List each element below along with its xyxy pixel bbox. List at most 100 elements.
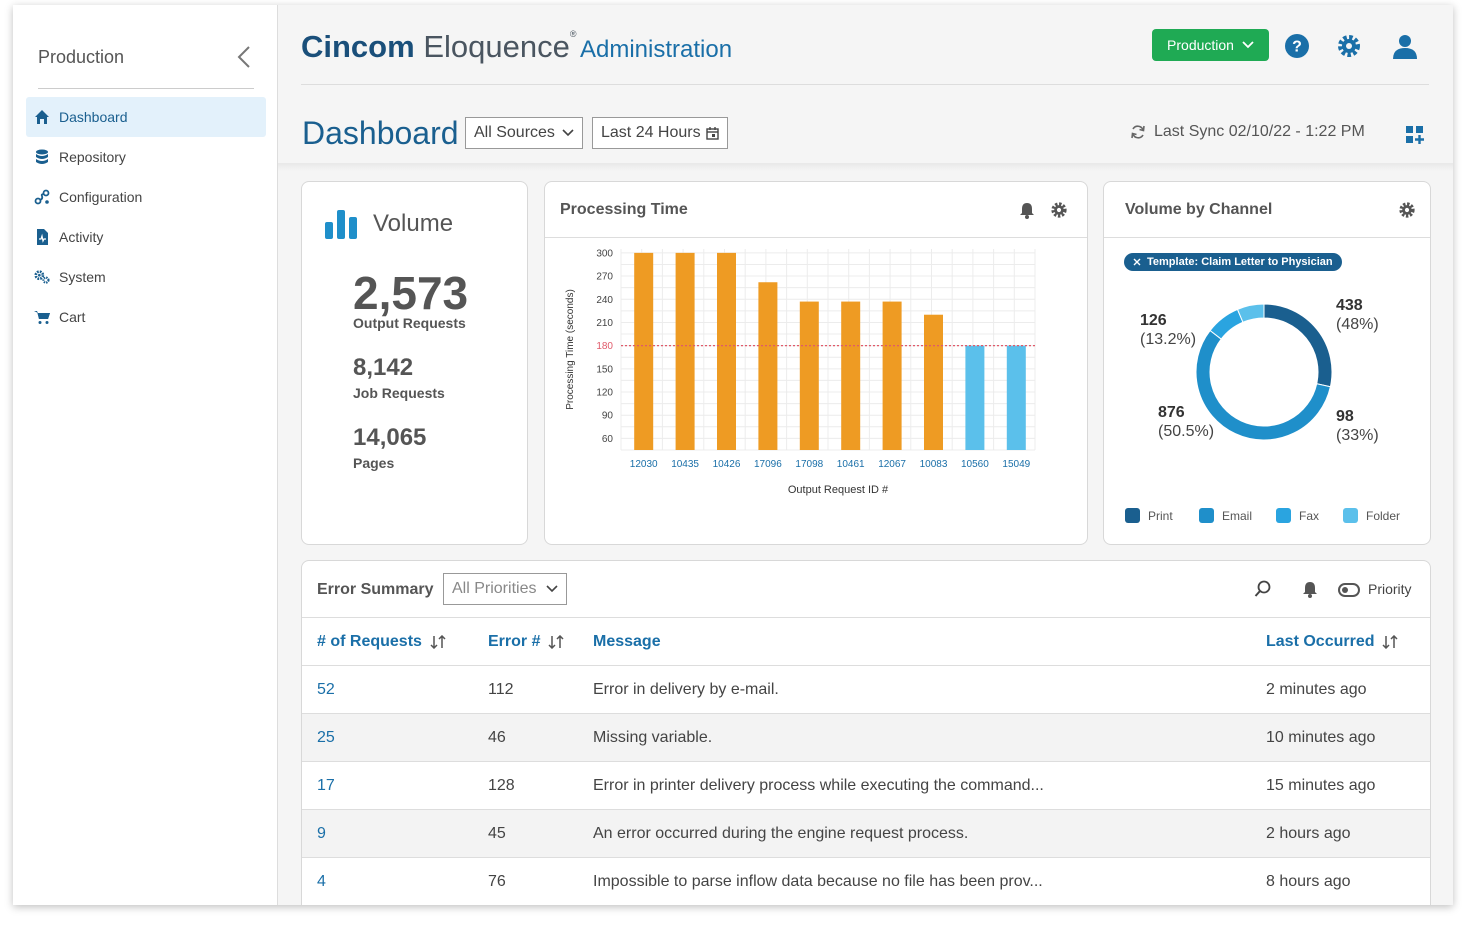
brand-registered-mark: ® — [569, 29, 577, 39]
volume-by-channel-card: Volume by Channel Template: Claim Letter… — [1103, 181, 1431, 545]
configuration-icon — [34, 189, 50, 205]
sort-icon — [548, 635, 564, 649]
bar — [1006, 345, 1026, 450]
requests-cell[interactable]: 25 — [317, 729, 335, 746]
template-filter-chip[interactable]: Template: Claim Letter to Physician — [1124, 253, 1342, 271]
column-header-last-occurred[interactable]: Last Occurred — [1266, 633, 1399, 651]
y-tick-label: 210 — [596, 318, 613, 329]
y-tick-label: 180 — [596, 341, 613, 352]
x-tick-label: 10083 — [920, 459, 948, 470]
sidebar-item-label: Configuration — [59, 189, 143, 205]
legend-swatch — [1343, 508, 1358, 523]
x-tick-label: 10435 — [671, 459, 699, 470]
bell-icon[interactable] — [1019, 202, 1035, 219]
table-row[interactable]: 4 76 Impossible to parse inflow data bec… — [302, 857, 1430, 905]
legend-item-print[interactable]: Print — [1125, 508, 1173, 523]
calendar-icon — [706, 126, 719, 140]
y-axis-label: Processing Time (seconds) — [565, 289, 576, 410]
table-row[interactable]: 52 112 Error in delivery by e-mail. 2 mi… — [302, 665, 1430, 713]
top-bar: Cincom Eloquence® Administration Product… — [301, 5, 1429, 85]
time-range-select[interactable]: Last 24 Hours — [592, 117, 728, 149]
brand-name-light: Eloquence — [423, 29, 570, 64]
sidebar-item-system[interactable]: System — [26, 257, 266, 297]
last-occurred-cell: 10 minutes ago — [1266, 729, 1376, 746]
sort-icon — [1382, 635, 1399, 649]
chevron-down-icon — [1242, 41, 1254, 49]
table-row[interactable]: 25 46 Missing variable. 10 minutes ago — [302, 713, 1430, 761]
user-profile-button[interactable] — [1392, 33, 1418, 59]
x-tick-label: 12067 — [878, 459, 906, 470]
environment-dropdown[interactable]: Production — [1152, 29, 1269, 61]
help-button[interactable]: ? — [1284, 33, 1310, 59]
last-occurred-cell: 8 hours ago — [1266, 873, 1351, 890]
requests-cell[interactable]: 9 — [317, 825, 326, 842]
table-row[interactable]: 9 45 An error occurred during the engine… — [302, 809, 1430, 857]
slice-percent: (50.5%) — [1158, 423, 1215, 440]
time-range-value: Last 24 Hours — [601, 124, 701, 141]
legend-item-folder[interactable]: Folder — [1343, 508, 1400, 523]
job-requests-count: 8,142 — [353, 354, 414, 381]
add-widget-button[interactable] — [1405, 125, 1425, 145]
requests-cell[interactable]: 4 — [317, 873, 326, 890]
priority-filter-select[interactable]: All Priorities — [443, 573, 567, 605]
volume-by-channel-title: Volume by Channel — [1125, 201, 1273, 218]
bar — [717, 252, 736, 450]
last-occurred-cell: 15 minutes ago — [1266, 777, 1376, 794]
message-cell: An error occurred during the engine requ… — [593, 825, 969, 842]
donut-slice-folder[interactable] — [1236, 303, 1265, 323]
slice-value: 876 — [1158, 404, 1185, 421]
sidebar-item-label: Dashboard — [59, 109, 128, 125]
user-icon — [1393, 35, 1417, 59]
x-tick-label: 10461 — [837, 459, 865, 470]
slice-percent: (48%) — [1336, 316, 1379, 333]
sidebar-item-label: Repository — [59, 149, 126, 165]
table-row[interactable]: 17 128 Error in printer delivery process… — [302, 761, 1430, 809]
app-window: Production Dashboard Repository Configur… — [13, 5, 1453, 905]
close-icon[interactable] — [1133, 258, 1141, 266]
x-axis-label: Output Request ID # — [788, 484, 889, 496]
y-tick-label: 120 — [596, 388, 613, 399]
donut-slice-print[interactable] — [1263, 303, 1333, 388]
slice-value: 126 — [1140, 312, 1167, 329]
slice-label-email: 876 (50.5%) — [1158, 403, 1214, 441]
column-header-label: Last Occurred — [1266, 633, 1375, 650]
slice-percent: (13.2%) — [1140, 331, 1197, 348]
column-header-error[interactable]: Error # — [488, 633, 564, 651]
legend-item-fax[interactable]: Fax — [1276, 508, 1319, 523]
search-icon[interactable] — [1254, 580, 1272, 598]
sidebar-item-repository[interactable]: Repository — [26, 137, 266, 177]
gear-icon — [1338, 35, 1360, 57]
sidebar-item-label: System — [59, 269, 106, 285]
gears-icon — [34, 269, 50, 285]
y-tick-label: 300 — [596, 248, 613, 259]
sidebar-item-dashboard[interactable]: Dashboard — [26, 97, 266, 137]
sidebar-item-cart[interactable]: Cart — [26, 297, 266, 337]
message-cell: Error in delivery by e-mail. — [593, 681, 779, 698]
channel-donut-chart — [1195, 303, 1333, 441]
donut-slice-email[interactable] — [1195, 329, 1331, 441]
source-filter-select[interactable]: All Sources — [465, 117, 583, 149]
sidebar-item-configuration[interactable]: Configuration — [26, 177, 266, 217]
priority-toggle[interactable] — [1338, 583, 1360, 597]
column-header-requests[interactable]: # of Requests — [317, 633, 446, 651]
gear-icon[interactable] — [1050, 201, 1068, 219]
help-icon: ? — [1285, 34, 1309, 58]
bar — [758, 282, 778, 450]
donut-slice-fax[interactable] — [1209, 308, 1244, 340]
cart-icon — [34, 309, 50, 325]
bar — [882, 301, 902, 450]
collapse-sidebar-button[interactable] — [235, 45, 255, 69]
requests-cell[interactable]: 52 — [317, 681, 335, 698]
brand-name-bold: Cincom — [301, 29, 415, 64]
x-tick-label: 12030 — [630, 459, 658, 470]
column-header-message[interactable]: Message — [593, 633, 661, 651]
x-tick-label: 10426 — [713, 459, 741, 470]
bell-icon[interactable] — [1302, 581, 1318, 598]
error-number-cell: 128 — [488, 777, 515, 794]
requests-cell[interactable]: 17 — [317, 777, 335, 794]
refresh-icon[interactable] — [1130, 124, 1146, 140]
legend-item-email[interactable]: Email — [1199, 508, 1252, 523]
gear-icon[interactable] — [1398, 201, 1416, 219]
settings-button[interactable] — [1336, 33, 1362, 59]
sidebar-item-activity[interactable]: Activity — [26, 217, 266, 257]
